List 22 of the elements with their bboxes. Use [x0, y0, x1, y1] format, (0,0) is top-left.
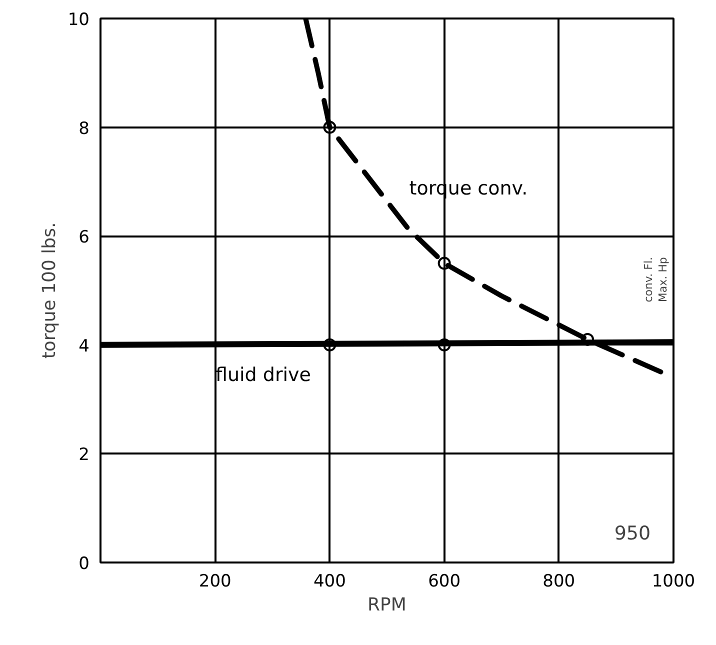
y-axis-title: torque 100 lbs.	[38, 222, 60, 359]
point	[438, 338, 451, 352]
x-tick-label: 200	[198, 572, 232, 592]
x-tick-label: 1000	[652, 572, 696, 592]
y-tick-label: 0	[78, 554, 90, 574]
y-tick-label: 2	[78, 445, 90, 466]
y-tick-label: 6	[78, 228, 90, 248]
annotation: conv. Fl.	[642, 256, 656, 302]
y-tick-label: 10	[68, 10, 90, 30]
x-tick-label: 800	[542, 572, 576, 592]
annotation: Max. Hp	[656, 257, 670, 302]
y-tick-label: 8	[78, 118, 90, 139]
series-label: fluid drive	[216, 364, 311, 386]
point	[581, 332, 594, 346]
x-axis-title: RPM	[368, 594, 406, 616]
point	[438, 256, 451, 270]
point	[323, 338, 336, 352]
annotation: 950	[614, 522, 651, 545]
point	[323, 120, 336, 134]
y-tick-label: 4	[78, 336, 90, 356]
x-tick-label: 400	[313, 572, 346, 592]
x-tick-label: 600	[428, 572, 461, 592]
